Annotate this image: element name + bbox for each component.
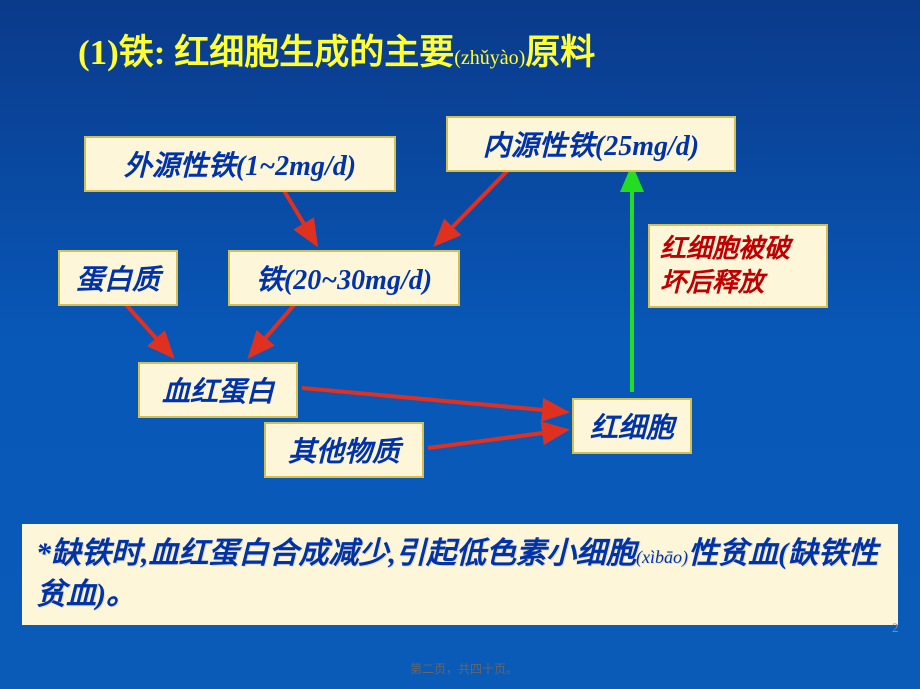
- arrow-hb-to-rbc: [302, 388, 566, 412]
- page-number: 2: [892, 620, 899, 636]
- node-endogenous-iron: 内源性铁(25mg/d): [446, 116, 736, 172]
- footnote-prefix: *缺铁时,血红蛋白合成减少,引起低色素小细胞: [36, 537, 636, 570]
- arrow-endo-to-iron: [436, 164, 514, 244]
- side-note-rbc-release: 红细胞被破 坏后释放: [648, 224, 828, 308]
- arrow-protein-to-hb: [120, 298, 172, 356]
- node-other: 其他物质: [264, 422, 424, 478]
- node-rbc: 红细胞: [572, 398, 692, 454]
- footnote-pinyin: (xìbāo): [636, 547, 688, 567]
- pager-text: 第二页，共四十页。: [410, 660, 518, 677]
- node-exogenous-iron: 外源性铁(1~2mg/d): [84, 136, 396, 192]
- side-note-line1: 红细胞被破: [660, 234, 790, 263]
- side-note-line2: 坏后释放: [660, 268, 764, 297]
- title-suffix: 原料: [525, 33, 595, 72]
- title-prefix: (1)铁: 红细胞生成的主要: [78, 33, 454, 72]
- footnote-deficiency: *缺铁时,血红蛋白合成减少,引起低色素小细胞(xìbāo)性贫血(缺铁性贫血)。: [22, 524, 898, 625]
- node-hemoglobin: 血红蛋白: [138, 362, 298, 418]
- arrow-other-to-rbc: [428, 430, 566, 448]
- node-iron: 铁(20~30mg/d): [228, 250, 460, 306]
- node-protein: 蛋白质: [58, 250, 178, 306]
- arrow-iron-to-hb: [250, 298, 300, 356]
- arrow-exo-to-iron: [280, 184, 316, 244]
- slide-title: (1)铁: 红细胞生成的主要(zhǔyào)原料: [78, 24, 595, 75]
- title-pinyin: (zhǔyào): [454, 47, 525, 69]
